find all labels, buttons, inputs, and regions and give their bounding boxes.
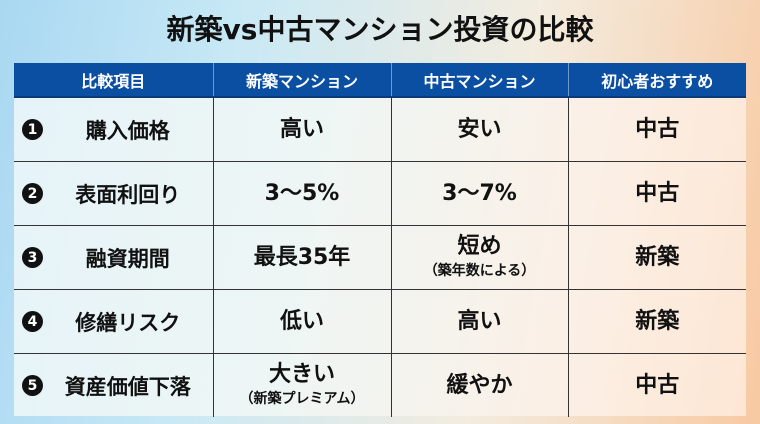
table-row: 4 修繕リスク 低い 高い 新築 (14, 289, 746, 354)
item-cell: 4 修繕リスク (14, 289, 214, 354)
new-cell: 最長35年 (213, 225, 392, 290)
table-row: 1 購入価格 高い 安い 中古 (14, 97, 746, 162)
header-item: 比較項目 (14, 63, 214, 98)
used-cell: 短め （築年数による） (391, 225, 569, 290)
recommend-cell: 中古 (568, 161, 746, 226)
table-row: 3 融資期間 最長35年 短め （築年数による） 新築 (14, 225, 746, 290)
number-badge-icon: 3 (22, 247, 43, 268)
number-badge-icon: 1 (22, 119, 43, 140)
item-label: 融資期間 (85, 246, 170, 271)
new-cell: 低い (213, 289, 392, 354)
item-cell: 3 融資期間 (14, 225, 214, 290)
item-cell: 2 表面利回り (14, 161, 214, 226)
table-row: 5 資産価値下落 大きい （新築プレミアム） 緩やか 中古 (14, 353, 746, 417)
new-note: （新築プレミアム） (239, 391, 365, 407)
number-badge-icon: 4 (22, 311, 43, 332)
header-used: 中古マンション (391, 63, 569, 98)
table-row: 2 表面利回り 3〜5% 3〜7% 中古 (14, 161, 746, 226)
page-title: 新築vs中古マンション投資の比較 (166, 13, 594, 46)
table-header-row: 比較項目 新築マンション 中古マンション 初心者おすすめ (14, 63, 746, 98)
header-recommend: 初心者おすすめ (568, 63, 746, 98)
recommend-cell: 中古 (635, 372, 680, 398)
used-cell: 緩やか (391, 353, 569, 417)
used-cell: 3〜7% (391, 161, 569, 226)
recommend-cell: 新築 (568, 289, 746, 354)
item-cell: 5 資産価値下落 (14, 353, 214, 417)
used-cell: 高い (391, 289, 569, 354)
new-cell: 大きい （新築プレミアム） (213, 353, 392, 417)
item-label: 資産価値下落 (64, 374, 191, 399)
used-note: （築年数による） (423, 263, 536, 279)
recommend-cell: 新築 (568, 225, 746, 290)
item-label: 購入価格 (85, 118, 170, 143)
recommend-cell: 中古 (568, 97, 746, 162)
item-label: 修繕リスク (75, 310, 181, 335)
comparison-table: 比較項目 新築マンション 中古マンション 初心者おすすめ 1 購入価格 高い 安い… (14, 63, 746, 417)
used-cell: 安い (391, 97, 569, 162)
new-cell: 3〜5% (213, 161, 392, 226)
number-badge-icon: 2 (22, 183, 43, 204)
item-label: 表面利回り (75, 182, 181, 207)
header-new: 新築マンション (213, 63, 392, 98)
item-cell: 1 購入価格 (14, 97, 214, 162)
number-badge-icon: 5 (22, 375, 43, 396)
new-cell: 高い (213, 97, 392, 162)
